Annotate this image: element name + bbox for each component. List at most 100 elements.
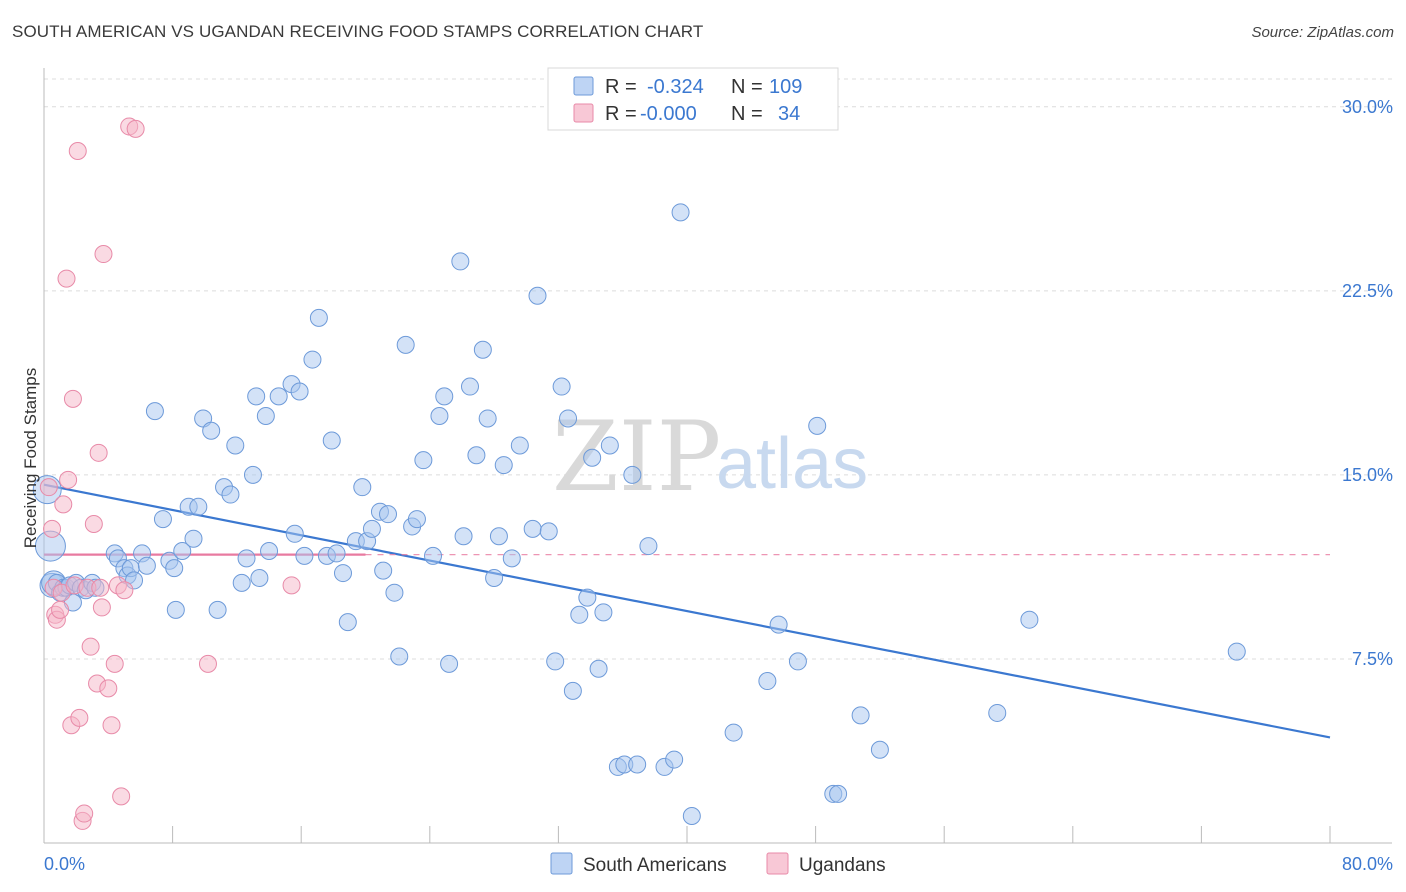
ugandans-point: [81, 637, 100, 656]
trend-lines: [43, 483, 1331, 739]
south-americans-point: [232, 573, 251, 592]
south-americans-point: [870, 740, 889, 759]
bottom-legend-label-south-americans: South Americans: [583, 855, 727, 876]
y-tick-label: 30.0%: [1342, 97, 1393, 117]
ugandans-point: [91, 578, 110, 597]
south-americans-point: [260, 541, 279, 560]
ugandans-point: [94, 245, 113, 264]
south-americans-point: [769, 615, 788, 634]
south-americans-point: [600, 436, 619, 455]
south-americans-point: [578, 588, 597, 607]
south-americans-point: [424, 546, 443, 565]
south-americans-point: [202, 421, 221, 440]
south-americans-point: [523, 519, 542, 538]
south-americans-point: [829, 784, 848, 803]
south-americans-point: [563, 681, 582, 700]
south-americans-point: [435, 387, 454, 406]
y-tick-label: 22.5%: [1342, 281, 1393, 301]
x-tick-label: 0.0%: [44, 854, 85, 874]
ugandans-point: [84, 514, 103, 533]
south-americans-point: [758, 672, 777, 691]
south-americans-point: [396, 335, 415, 354]
south-americans-point: [385, 583, 404, 602]
south-americans-point: [390, 647, 409, 666]
south-americans-point: [353, 478, 372, 497]
south-americans-point: [226, 436, 245, 455]
y-tick-label: 7.5%: [1352, 649, 1393, 669]
south-americans-point: [559, 409, 578, 428]
legend-n-value: 34: [778, 103, 800, 125]
south-americans-point: [1227, 642, 1246, 661]
south-americans-point: [539, 522, 558, 541]
south-americans-point: [724, 723, 743, 742]
legend-r-value: -0.324: [647, 76, 704, 98]
legend-box: R = -0.324 N = 109 R = -0.000 N = 34: [547, 67, 839, 131]
south-americans-point: [494, 456, 513, 475]
ugandans-point: [89, 443, 108, 462]
legend-n-value: 109: [769, 76, 802, 98]
legend-r-value: -0.000: [640, 103, 697, 125]
south-americans-point: [250, 568, 269, 587]
south-americans-point: [166, 600, 185, 619]
south-americans-point: [440, 654, 459, 673]
watermark-atlas: atlas: [716, 424, 868, 504]
ugandans-point: [75, 804, 94, 823]
south-americans-point: [237, 549, 256, 568]
south-americans-point: [528, 286, 547, 305]
south-americans-point: [256, 407, 275, 426]
south-americans-point: [407, 510, 426, 529]
south-americans-point: [338, 613, 357, 632]
legend-n-label: N =: [731, 103, 763, 125]
ugandans-point: [63, 389, 82, 408]
south-americans-point: [851, 706, 870, 725]
ugandans-point: [282, 576, 301, 595]
south-americans-point: [473, 340, 492, 359]
ugandans-point: [59, 470, 78, 489]
south-americans-point: [639, 537, 658, 556]
south-americans-point: [623, 465, 642, 484]
ugandans-point: [70, 708, 89, 727]
y-tick-label: 15.0%: [1342, 465, 1393, 485]
y-tick-labels: 7.5% 15.0% 22.5% 30.0%: [1342, 97, 1393, 669]
ugandans-point: [92, 598, 111, 617]
south-americans-point: [379, 505, 398, 524]
legend-n-label: N =: [731, 76, 763, 98]
south-americans-point: [247, 387, 266, 406]
south-americans-point: [583, 448, 602, 467]
legend-row-south-americans: R = -0.324 N = 109: [573, 76, 802, 98]
south-americans-point: [451, 252, 470, 271]
south-americans-point: [285, 524, 304, 543]
south-americans-point: [546, 652, 565, 671]
ugandans-point: [57, 269, 76, 288]
south-americans-point: [221, 485, 240, 504]
ugandans-point: [43, 519, 62, 538]
south-americans-point: [290, 382, 309, 401]
ugandans-point: [112, 787, 131, 806]
south-americans-point: [682, 807, 701, 826]
south-americans-point: [589, 659, 608, 678]
ugandans-point: [102, 716, 121, 735]
south-americans-point: [594, 603, 613, 622]
south-americans-point: [362, 519, 381, 538]
data-points: [32, 117, 1246, 830]
south-americans-point: [327, 544, 346, 563]
south-americans-point: [808, 416, 827, 435]
axes: [43, 68, 1392, 844]
bottom-legend-swatch-ugandans: [766, 852, 789, 875]
south-americans-point: [145, 402, 164, 421]
grid-lines: [44, 78, 1392, 660]
legend-r-label: R =: [605, 76, 637, 98]
south-americans-point: [333, 564, 352, 583]
ugandans-point: [99, 679, 118, 698]
south-americans-point: [460, 377, 479, 396]
south-americans-point: [665, 750, 684, 769]
south-americans-point: [153, 510, 172, 529]
legend-swatch-south-americans: [573, 76, 594, 96]
south-americans-point: [1020, 610, 1039, 629]
bottom-legend-label-ugandans: Ugandans: [799, 855, 886, 876]
south-americans-point: [485, 568, 504, 587]
y-axis-label: Receiving Food Stamps: [21, 368, 40, 548]
south-americans-point: [671, 203, 690, 222]
south-americans-point: [303, 350, 322, 369]
